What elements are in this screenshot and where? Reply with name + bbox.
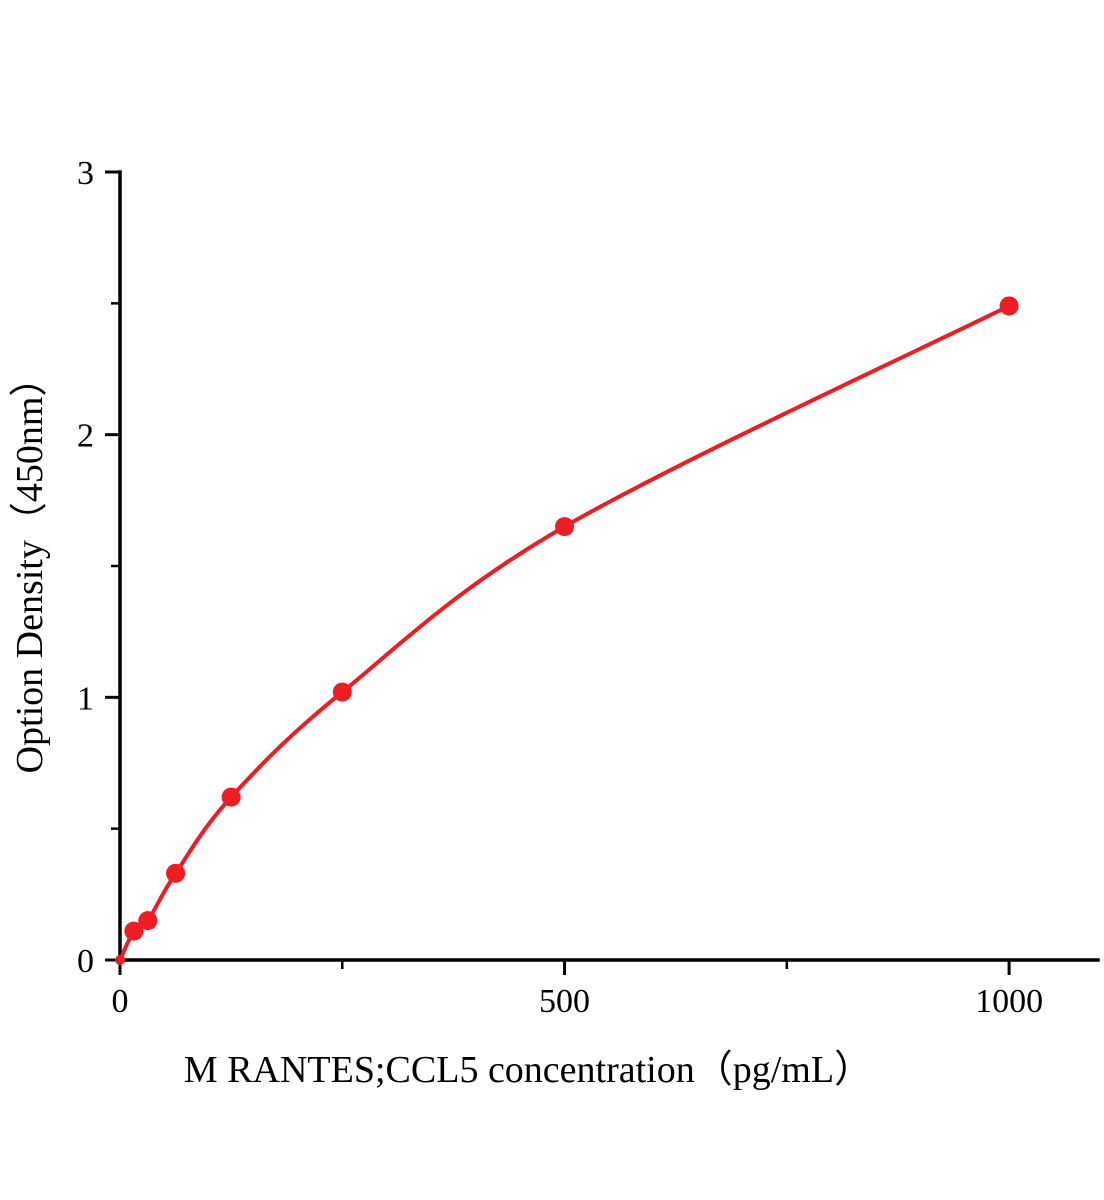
x-tick-label: 1000 [975, 983, 1043, 1020]
data-point-marker [115, 955, 125, 965]
standard-curve-line [118, 303, 1012, 962]
data-point-marker [221, 787, 241, 807]
x-tick-label: 0 [112, 983, 129, 1020]
data-point-marker [138, 911, 158, 931]
axes-layer: 0 500 1000 0 1 2 3 [77, 155, 1100, 1020]
series-layer [115, 296, 1019, 965]
y-axis-title: Option Density（450nm） [9, 359, 51, 774]
y-tick-label: 3 [77, 155, 94, 192]
x-tick-label: 500 [539, 983, 590, 1020]
data-point-marker [124, 921, 144, 941]
data-point-marker [555, 517, 575, 537]
data-point-marker [999, 296, 1019, 316]
y-tick-label: 1 [77, 680, 94, 717]
y-tick-label: 0 [77, 943, 94, 980]
x-axis-title: M RANTES;CCL5 concentration（pg/mL） [184, 1049, 872, 1091]
data-point-marker [166, 863, 186, 883]
data-point-marker [332, 682, 352, 702]
y-tick-label: 2 [77, 418, 94, 455]
